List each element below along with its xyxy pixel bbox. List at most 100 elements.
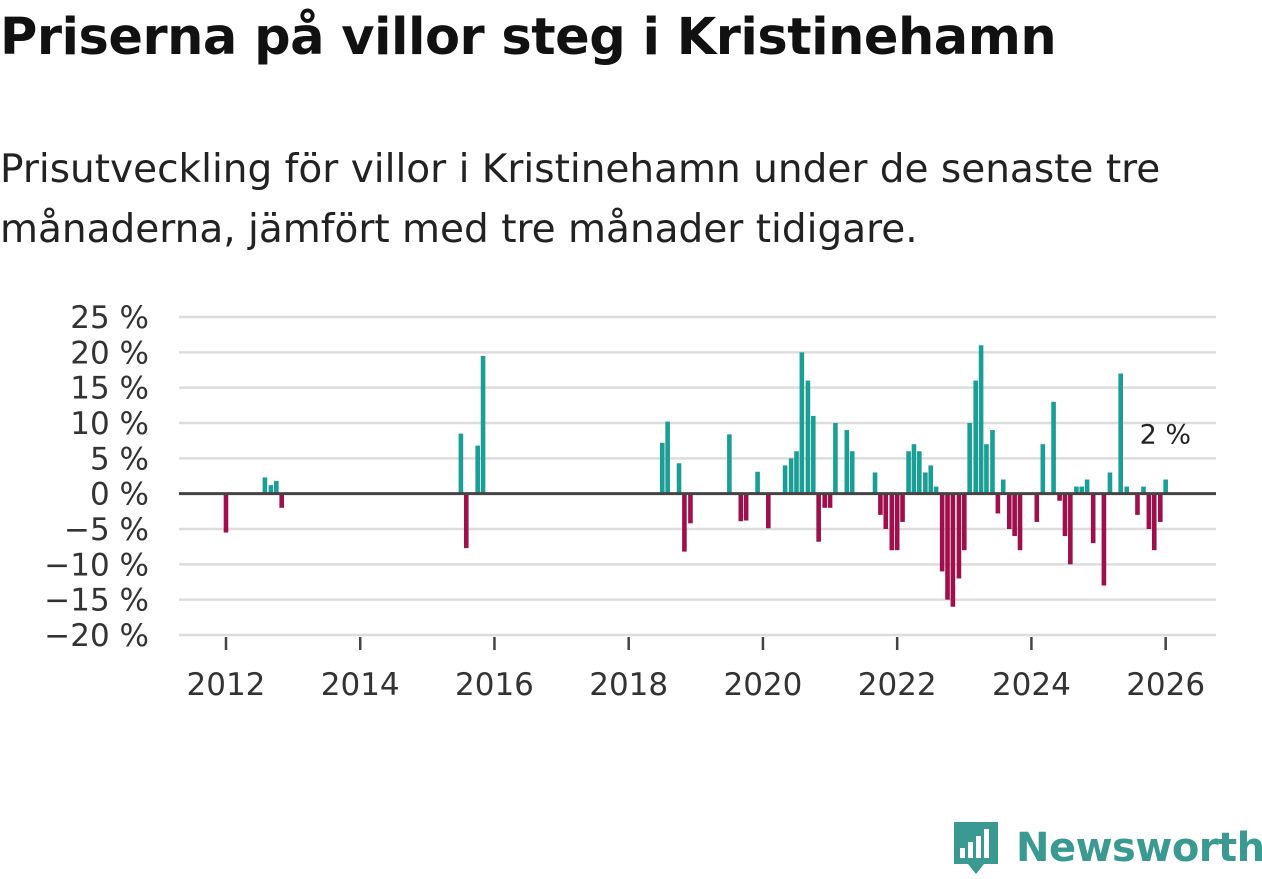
annotations: 2 % xyxy=(1140,420,1191,451)
y-tick-label: 0 % xyxy=(90,477,149,513)
bar xyxy=(1124,486,1130,494)
bar xyxy=(1051,401,1056,494)
bar xyxy=(849,451,855,494)
bar xyxy=(923,472,928,494)
bar xyxy=(889,493,895,551)
bar xyxy=(1000,479,1006,494)
bar xyxy=(967,423,972,494)
bar xyxy=(1135,493,1140,515)
bar xyxy=(1040,444,1046,494)
bar xyxy=(682,493,687,552)
y-tick-label: 20 % xyxy=(70,335,149,371)
bar xyxy=(463,493,469,549)
bar xyxy=(788,458,794,494)
bar xyxy=(1163,479,1168,494)
bar xyxy=(794,451,799,494)
y-tick-label: −5 % xyxy=(64,512,149,548)
bar xyxy=(799,352,805,494)
bar xyxy=(978,345,984,494)
bar xyxy=(755,471,760,494)
y-tick-label: −15 % xyxy=(44,583,149,619)
bar xyxy=(810,415,816,494)
bar xyxy=(659,442,665,494)
newsworthy-logo-icon xyxy=(954,822,998,874)
bar xyxy=(917,451,922,494)
bar xyxy=(894,493,900,551)
bar xyxy=(279,493,284,508)
bar xyxy=(995,493,1001,514)
bar xyxy=(827,493,833,508)
bar xyxy=(475,445,480,494)
bar xyxy=(933,486,939,494)
bar xyxy=(883,493,889,529)
x-tick-label: 2012 xyxy=(187,667,266,703)
x-tick-label: 2016 xyxy=(455,667,534,703)
bar xyxy=(688,493,693,524)
bar xyxy=(878,493,883,515)
bar xyxy=(262,477,268,494)
bar xyxy=(956,493,962,579)
bar xyxy=(1057,493,1062,501)
bar xyxy=(1118,373,1123,494)
bar xyxy=(1146,493,1152,529)
chart-subtitle: Prisutveckling för villor i Kristinehamn… xyxy=(0,147,1161,252)
bar xyxy=(822,493,827,508)
y-tick-label: 5 % xyxy=(90,441,149,477)
y-tick-label: 15 % xyxy=(70,371,149,407)
chart-title: Priserna på villor steg i Kristinehamn xyxy=(0,8,1057,67)
bar xyxy=(945,493,950,600)
grid-lines xyxy=(179,315,1216,637)
x-tick-label: 2018 xyxy=(589,667,668,703)
bar xyxy=(1062,493,1068,537)
bar xyxy=(973,380,979,494)
bar xyxy=(1151,493,1157,551)
bar xyxy=(1068,493,1073,565)
bar xyxy=(872,472,878,494)
y-tick-label: 25 % xyxy=(70,300,149,336)
bar xyxy=(939,493,945,572)
bar xyxy=(743,493,749,521)
bar xyxy=(480,355,486,494)
bar xyxy=(782,465,788,494)
newsworthy-brand: Newsworthy xyxy=(950,818,1262,878)
y-tick-label: 10 % xyxy=(70,406,149,442)
bar xyxy=(984,444,989,494)
bar xyxy=(665,421,670,494)
bar xyxy=(928,465,934,494)
x-tick-label: 2014 xyxy=(321,667,400,703)
bar xyxy=(1084,479,1090,494)
y-tick-label: −20 % xyxy=(44,618,149,654)
bar xyxy=(805,380,811,494)
y-axis: 25 %20 %15 %10 %5 %0 %−5 %−10 %−15 %−20 … xyxy=(44,300,149,654)
bar xyxy=(962,493,967,551)
bar xyxy=(990,430,995,494)
bar xyxy=(911,444,917,494)
bar xyxy=(1006,493,1012,529)
bar xyxy=(727,434,732,494)
bar xyxy=(906,451,911,494)
bar xyxy=(844,430,850,494)
x-tick-label: 2020 xyxy=(723,667,802,703)
bar xyxy=(1101,493,1107,586)
bar xyxy=(223,493,229,533)
bar-series xyxy=(223,345,1168,607)
bar xyxy=(1079,486,1085,494)
bar xyxy=(1034,493,1040,522)
bar xyxy=(833,423,838,494)
x-tick-label: 2024 xyxy=(992,667,1071,703)
bar xyxy=(268,485,274,494)
bar xyxy=(676,463,682,494)
bar xyxy=(1107,472,1113,494)
bar xyxy=(950,493,956,607)
bar xyxy=(1157,493,1163,522)
bar xyxy=(1074,486,1079,494)
x-axis: 2012 2014 2016 2018 2020 2022 2024 2026 xyxy=(187,637,1205,703)
bar xyxy=(1017,493,1023,551)
bar xyxy=(766,493,771,529)
bar xyxy=(738,493,744,522)
bar xyxy=(1012,493,1017,537)
bar xyxy=(458,433,464,494)
bar xyxy=(274,480,279,494)
brand-name: Newsworthy xyxy=(1016,825,1262,871)
